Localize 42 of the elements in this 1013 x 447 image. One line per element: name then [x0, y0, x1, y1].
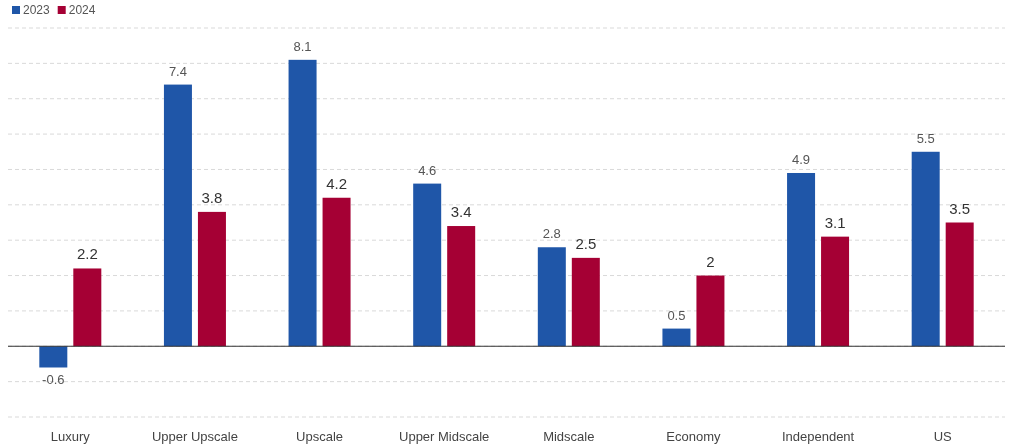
- bar: [911, 151, 940, 347]
- x-tick-label: Independent: [781, 429, 855, 444]
- bar: [413, 183, 442, 347]
- data-label: 2.5: [575, 234, 597, 252]
- x-tick-label: Midscale: [543, 429, 595, 444]
- bar: [696, 275, 725, 347]
- bar: [73, 268, 102, 347]
- x-tick-label: US: [933, 429, 953, 444]
- legend-label: 2024: [68, 3, 96, 17]
- data-label: 4.9: [792, 151, 811, 167]
- bar: [662, 328, 691, 347]
- data-label: 3.8: [201, 188, 223, 206]
- data-label: 2: [706, 252, 715, 270]
- data-label: 3.1: [824, 213, 846, 231]
- data-label: 8.1: [293, 38, 312, 54]
- bar: [288, 59, 317, 347]
- data-label: 2.8: [542, 226, 561, 242]
- bar: [39, 346, 68, 368]
- legend-label: 2023: [23, 3, 51, 17]
- x-tick-label: Upscale: [296, 429, 344, 444]
- bar: [322, 197, 351, 347]
- bar: [197, 211, 226, 347]
- data-label: 4.6: [418, 162, 437, 178]
- data-label: 3.4: [450, 203, 472, 221]
- bar: [787, 172, 816, 347]
- x-tick-label: Luxury: [50, 429, 91, 444]
- bar: [447, 226, 476, 347]
- data-label: 3.5: [949, 199, 971, 217]
- x-tick-label: Upper Midscale: [399, 429, 490, 444]
- bar: [571, 257, 600, 347]
- data-label: -0.6: [42, 372, 65, 388]
- data-label: 5.5: [916, 130, 935, 146]
- bar: [537, 247, 566, 347]
- data-label: 2.2: [76, 245, 98, 263]
- data-label: 4.2: [326, 174, 347, 192]
- bar: [163, 84, 192, 347]
- x-tick-label: Economy: [666, 429, 722, 444]
- data-label: 7.4: [168, 63, 187, 79]
- data-label: 0.5: [667, 307, 686, 323]
- x-tick-label: Upper Upscale: [151, 429, 238, 444]
- bar: [945, 222, 974, 347]
- bar: [821, 236, 850, 347]
